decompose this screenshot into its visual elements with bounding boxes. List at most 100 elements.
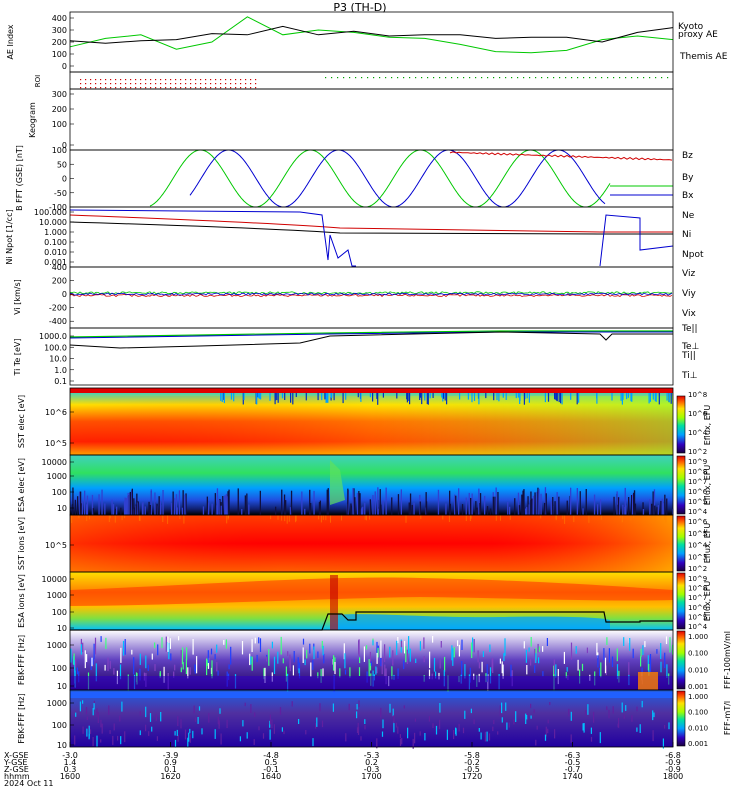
density-ytick: 0.100 xyxy=(44,238,67,247)
fbk-b-speckle xyxy=(174,664,176,671)
sst-ion-streak xyxy=(633,515,635,518)
fbk-e-speckle xyxy=(382,719,384,729)
fbk-e-speckle xyxy=(217,716,219,725)
colorbar-label-fbk-e: FFF-mT/l xyxy=(723,701,732,735)
esa-elec-noise xyxy=(613,496,615,515)
sst-elec-streak xyxy=(505,393,507,400)
sst-ion-streak xyxy=(341,515,342,521)
fbk-b-speckle xyxy=(380,653,382,667)
roi-dot xyxy=(230,79,232,81)
fbk-e-speckle xyxy=(109,730,111,734)
sst-ion-streak xyxy=(183,515,185,524)
esa-elec-noise xyxy=(582,508,584,515)
temperature-ytick: 1000.0 xyxy=(39,332,67,341)
fbk-b-speckle xyxy=(302,647,304,663)
sst-elec-streak xyxy=(515,393,517,399)
sst-elec-streak xyxy=(223,393,225,404)
fbk-e-speckle xyxy=(358,700,360,707)
fbk-e-speckle xyxy=(501,717,503,723)
esa-elec-noise xyxy=(437,489,440,515)
fbk-b-speckle xyxy=(376,641,378,657)
roi-dot xyxy=(105,79,107,81)
sst-ion-streak xyxy=(330,515,331,523)
fbk-b-speckle xyxy=(432,636,434,643)
fbk-b-speckle xyxy=(628,662,630,677)
esa-elec-noise xyxy=(566,500,568,515)
ephem-value: 0.9 xyxy=(164,758,177,767)
fbk-b-speckle xyxy=(599,667,601,676)
fbk-b-speckle xyxy=(91,657,93,667)
fbk-b-speckle xyxy=(464,664,466,679)
sst-ion-streak xyxy=(405,515,407,523)
fbk-b-speckle xyxy=(254,637,256,644)
esa-elec-noise xyxy=(525,508,527,515)
fbk-e-speckle xyxy=(652,710,654,721)
esa-elec-noise xyxy=(663,503,665,515)
fbk-b-speckle xyxy=(542,646,544,652)
fbk-e-speckle xyxy=(79,701,81,712)
fbk-e-speckle xyxy=(226,719,228,728)
bfield-legend-bx: Bx xyxy=(682,191,694,201)
colorbars: Eflux, EFU Eflux, EFU Eflux, EFU Eflux, … xyxy=(676,395,732,747)
fbk-b-speckle xyxy=(80,638,82,645)
sst-elec-streak xyxy=(429,393,431,399)
fbk-e-speckle xyxy=(82,726,84,734)
fbk-e-speckle xyxy=(85,707,88,715)
roi-dot xyxy=(125,79,127,81)
roi-dot xyxy=(85,87,87,89)
esa-elec-noise xyxy=(359,493,361,515)
esa-elec-noise xyxy=(470,498,472,515)
fbk-e-speckle xyxy=(393,721,395,733)
esa-elec-noise xyxy=(570,487,572,515)
fbk-b-speckle xyxy=(251,639,253,652)
sst-elec-streak xyxy=(561,393,563,405)
esa-elec-noise xyxy=(534,492,536,515)
fbk-e-speckle xyxy=(177,734,179,742)
fbk-b-speckle xyxy=(95,663,97,682)
roi-dot xyxy=(150,79,152,81)
ae-legend-kyoto: Kyoto xyxy=(678,22,704,32)
fbk-e-speckle xyxy=(101,723,103,734)
panel-frame-roi xyxy=(69,71,674,90)
roi-dot xyxy=(655,77,657,79)
esa-elec-noise xyxy=(77,496,79,515)
fbk-b-speckle xyxy=(80,643,82,655)
time-tick-label: 1720 xyxy=(462,772,482,781)
fbk-e-speckle xyxy=(93,703,95,710)
fbk-e-speckle xyxy=(414,718,416,722)
sst-elec-streak xyxy=(257,393,259,398)
fbk-b-speckle xyxy=(194,665,196,674)
fbk-e-speckle xyxy=(258,726,260,731)
fbk-b-speckle xyxy=(70,648,72,663)
fbk-b-speckle xyxy=(339,668,341,678)
esa-elec-ytick: 10000 xyxy=(42,458,67,467)
roi-dot xyxy=(613,77,615,79)
fbk-b-speckle xyxy=(76,667,78,675)
roi-dot xyxy=(160,83,162,85)
fbk-b-speckle xyxy=(186,647,188,661)
sst-elec-streak xyxy=(655,393,657,402)
sst-ion-streak xyxy=(124,515,126,519)
fbk-e-speckle xyxy=(612,706,614,714)
fbk-b-speckle xyxy=(457,640,459,647)
sst-ion-streak xyxy=(364,515,366,520)
esa-elec-noise xyxy=(517,492,520,515)
esa-elec-noise xyxy=(216,488,219,515)
esa-elec-noise xyxy=(136,502,139,515)
sst-ion-streak xyxy=(226,515,228,524)
fbk-b-speckle xyxy=(660,661,662,673)
fbk-e-speckle xyxy=(590,736,593,742)
esa-elec-noise xyxy=(290,490,293,515)
roi-dot xyxy=(385,77,387,79)
fbk-b-speckle xyxy=(178,636,180,641)
sst-ion-streak xyxy=(420,515,422,519)
roi-dot xyxy=(125,83,127,85)
fbk-e-speckle xyxy=(397,726,399,734)
esa-elec-noise xyxy=(85,504,88,515)
sst-ion-streak xyxy=(630,515,632,521)
roi-dot xyxy=(607,77,609,79)
roi-dot xyxy=(511,77,513,79)
sst-ion-streak xyxy=(281,515,283,521)
esa-elec-noise xyxy=(374,491,376,515)
sst-elec-streak xyxy=(221,393,223,402)
